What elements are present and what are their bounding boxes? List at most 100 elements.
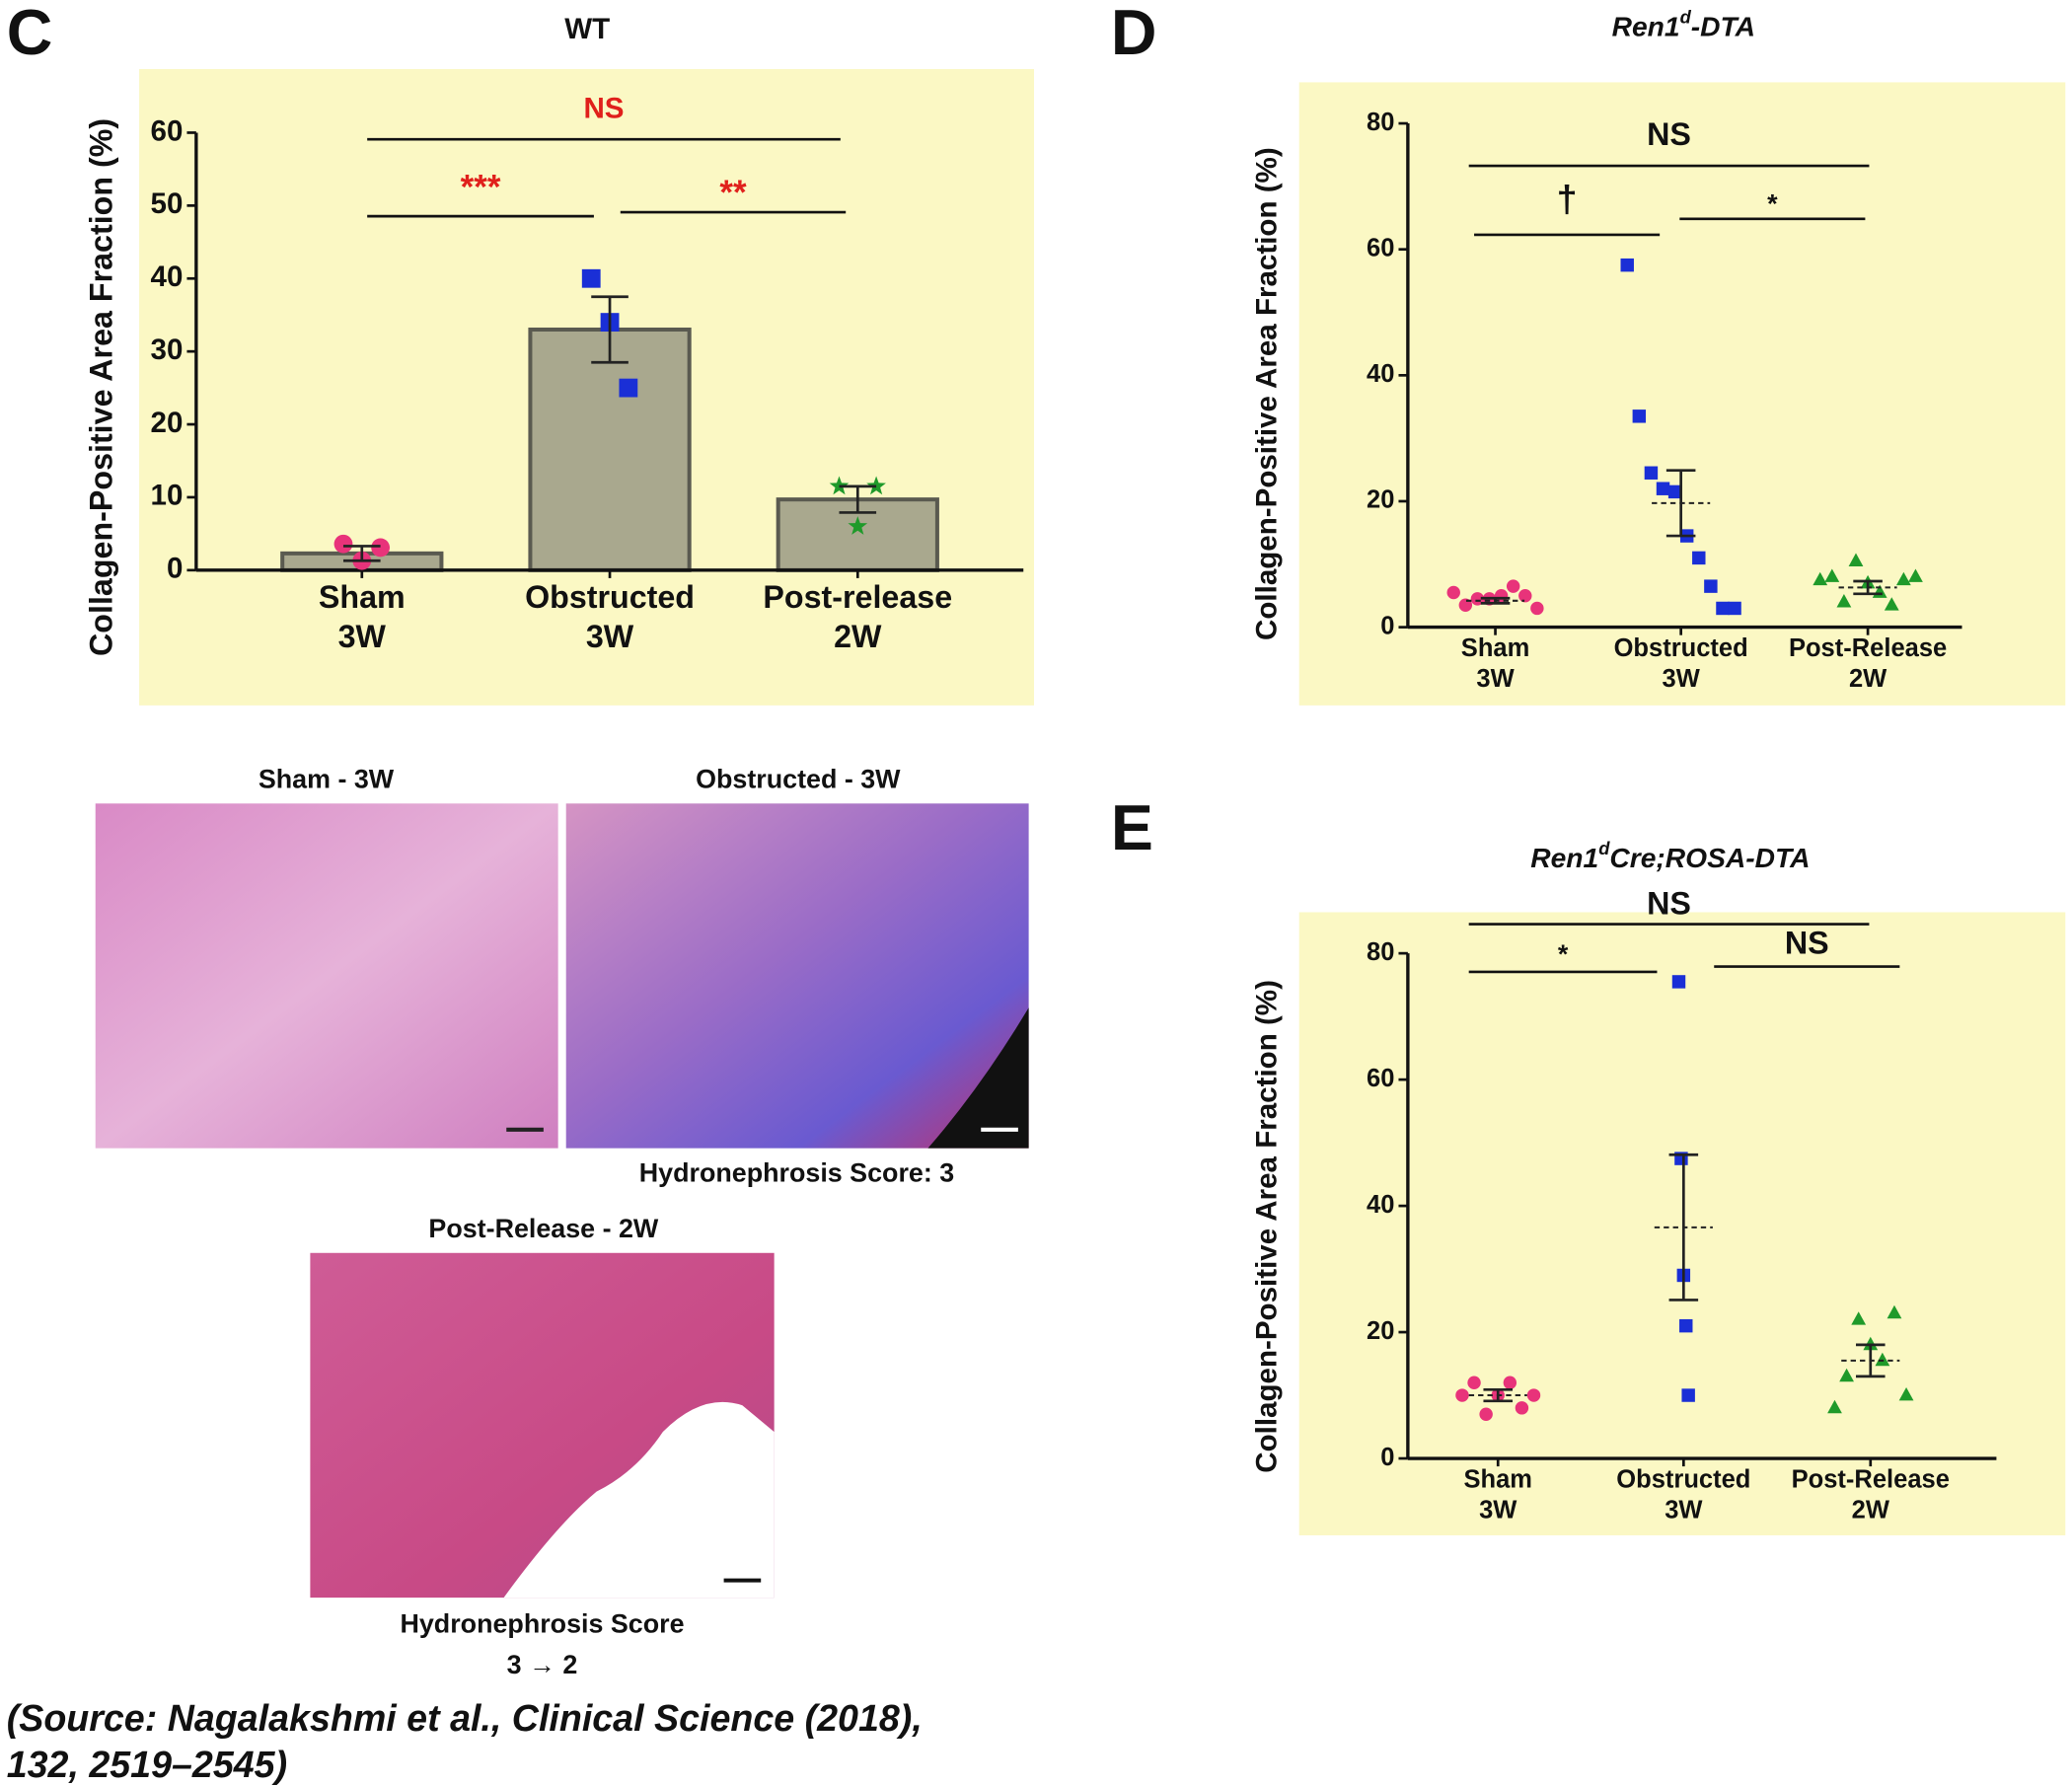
point [1455, 1388, 1469, 1402]
point [1526, 1388, 1541, 1402]
point [1863, 1336, 1879, 1351]
y-tick-label: 40 [1367, 1191, 1394, 1219]
x-tick-label: Sham [1463, 1466, 1531, 1494]
y-tick-label: 50 [151, 187, 184, 220]
point [1898, 1386, 1914, 1401]
y-tick-label: 40 [1367, 360, 1394, 388]
error-bar [1855, 1343, 1886, 1378]
significance-label: * [1558, 939, 1569, 969]
y-tick-label: 0 [1380, 1444, 1394, 1471]
micrograph-lumen [503, 1401, 775, 1599]
y-tick-label: 0 [167, 553, 183, 585]
point [1656, 482, 1670, 495]
x-tick-label: 3W [586, 619, 634, 654]
point [371, 538, 391, 558]
y-tick-label: 10 [151, 480, 184, 512]
point [1839, 1368, 1854, 1382]
point [1887, 1304, 1902, 1319]
chart-title: Ren1dCre;ROSA-DTA [1530, 838, 1810, 873]
y-tick-label: 30 [151, 334, 184, 366]
micrograph-label: 3 → 2 [507, 1650, 578, 1679]
point [1632, 409, 1647, 423]
micrograph-label: Hydronephrosis Score [400, 1608, 684, 1638]
point [1827, 1399, 1842, 1414]
point [581, 268, 601, 288]
error-bar [1853, 579, 1883, 596]
x-tick-label: 3W [1479, 1497, 1517, 1525]
error-bar [839, 484, 877, 514]
panel-letter: D [1111, 0, 1157, 68]
error-bar [1480, 596, 1511, 605]
chart-background [1298, 82, 2066, 706]
point [1681, 1388, 1695, 1402]
chart-title: WT [564, 13, 610, 45]
y-axis-label: Collagen-Positive Area Fraction (%) [83, 118, 118, 656]
x-tick-label: 3W [1476, 665, 1515, 693]
point [1813, 571, 1828, 586]
point [1704, 579, 1718, 593]
source: 132, 2519–2545) [7, 1744, 287, 1785]
x-tick-label: Post-Release [1789, 634, 1947, 662]
point [1506, 579, 1520, 593]
y-tick-label: 20 [151, 407, 184, 439]
error-bar [342, 545, 381, 562]
micrograph [95, 803, 558, 1149]
point [1884, 597, 1899, 611]
y-tick-label: 60 [1367, 234, 1394, 261]
significance-label: * [1767, 188, 1778, 218]
micrograph-dark [927, 1007, 1029, 1149]
title-part: Ren1 [1530, 843, 1598, 874]
error-bar [1483, 1387, 1514, 1403]
x-tick-label: Obstructed [1614, 634, 1748, 662]
error-bar [591, 295, 629, 364]
point [1895, 571, 1911, 586]
point [1620, 258, 1634, 272]
title-part: d [1598, 838, 1610, 858]
x-tick-label: 3W [1663, 665, 1701, 693]
y-axis-label: Collagen-Positive Area Fraction (%) [1251, 147, 1284, 640]
x-tick-label: 2W [1852, 1497, 1890, 1525]
point [1515, 1401, 1529, 1415]
panel-letter: C [7, 0, 53, 68]
micrograph [565, 803, 1029, 1149]
micrograph-label: Post-Release - 2W [428, 1214, 659, 1243]
micrograph-label: Sham - 3W [259, 765, 395, 794]
point [1851, 1311, 1867, 1325]
x-tick-label: Obstructed [1616, 1466, 1750, 1494]
y-tick-label: 20 [1367, 486, 1394, 514]
source: (Source: Nagalakshmi et al., Clinical Sc… [7, 1697, 923, 1739]
point [1671, 975, 1686, 989]
point [1644, 466, 1659, 480]
point [1908, 568, 1923, 582]
significance-label: † [1557, 178, 1578, 219]
point [333, 534, 353, 554]
panel-letter: E [1111, 792, 1153, 863]
micrograph-label: Hydronephrosis Score: 3 [639, 1158, 954, 1188]
y-tick-label: 60 [151, 114, 184, 147]
x-tick-label: 3W [338, 619, 387, 654]
point [1518, 588, 1532, 603]
point [1503, 1376, 1517, 1389]
point [1716, 601, 1730, 616]
point [1824, 568, 1840, 582]
point [1530, 601, 1544, 616]
title-part: Cre;ROSA-DTA [1609, 843, 1810, 874]
point [1875, 1352, 1890, 1367]
y-tick-label: 60 [1367, 1065, 1394, 1092]
point [848, 516, 868, 535]
title-part: d [1680, 7, 1692, 28]
y-tick-label: 0 [1380, 612, 1394, 639]
y-tick-label: 80 [1367, 109, 1394, 136]
significance-label: ** [719, 174, 747, 212]
x-tick-label: Sham [319, 579, 406, 615]
significance-label: NS [1785, 926, 1829, 961]
y-tick-label: 40 [151, 260, 184, 293]
point [1848, 553, 1864, 566]
significance-label: *** [461, 168, 501, 206]
point [1836, 594, 1852, 608]
y-tick-label: 80 [1367, 938, 1394, 966]
x-tick-label: Sham [1461, 634, 1529, 662]
point [1458, 598, 1473, 612]
